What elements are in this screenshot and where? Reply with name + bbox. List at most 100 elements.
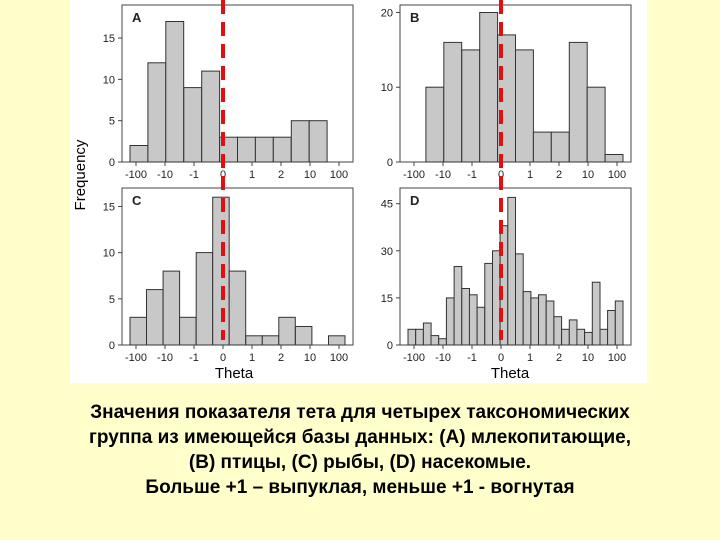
- bar: [584, 331, 593, 346]
- x-tick-label: 0: [220, 352, 226, 364]
- bar: [254, 136, 274, 163]
- bar: [237, 136, 256, 163]
- x-axis-label-left: Theta: [215, 365, 254, 382]
- bar: [245, 335, 263, 346]
- panel-letter: D: [410, 193, 419, 208]
- y-tick-label: 15: [103, 201, 115, 213]
- caption-line-2: группа из имеющейся базы данных: (A) мле…: [88, 427, 631, 448]
- bar: [228, 270, 247, 346]
- bar: [179, 316, 197, 346]
- bar: [586, 86, 606, 163]
- x-tick-label: -1: [189, 352, 199, 364]
- x-tick-label: 1: [527, 169, 533, 181]
- y-tick-label: 0: [109, 340, 115, 352]
- x-tick-label: -10: [157, 169, 173, 181]
- x-tick-label: 0: [498, 169, 504, 181]
- x-tick-label: -1: [467, 352, 477, 364]
- x-tick-label: 100: [330, 352, 348, 364]
- x-tick-label: -1: [189, 169, 199, 181]
- x-tick-label: -100: [125, 169, 147, 181]
- x-axis-label-right: Theta: [491, 365, 530, 382]
- bar: [614, 300, 624, 346]
- y-tick-label: 45: [381, 199, 393, 211]
- bar: [278, 316, 296, 346]
- bar: [468, 294, 478, 346]
- x-tick-label: 1: [527, 352, 533, 364]
- bar: [538, 294, 547, 346]
- bar: [453, 266, 463, 346]
- y-tick-label: 15: [381, 293, 393, 305]
- y-tick-label: 0: [109, 157, 115, 169]
- bar: [294, 326, 313, 346]
- bar: [561, 328, 570, 346]
- x-tick-label: -10: [435, 352, 451, 364]
- x-tick-label: 10: [582, 169, 594, 181]
- y-tick-label: 30: [381, 246, 393, 258]
- x-tick-label: 100: [608, 352, 626, 364]
- bar: [425, 86, 445, 163]
- y-tick-label: 5: [109, 294, 115, 306]
- bar: [430, 335, 440, 346]
- y-tick-label: 0: [387, 340, 393, 352]
- figure-caption: Значения показателя тета для четырех так…: [10, 400, 710, 500]
- bar: [530, 297, 540, 346]
- bar: [604, 154, 624, 163]
- bar: [461, 49, 481, 163]
- x-tick-label: 1: [249, 352, 255, 364]
- x-tick-label: 10: [582, 352, 594, 364]
- bar: [445, 297, 455, 346]
- y-tick-label: 10: [381, 82, 393, 94]
- x-tick-label: 10: [304, 352, 316, 364]
- bar: [183, 87, 203, 163]
- bar: [443, 41, 463, 163]
- bar: [461, 288, 470, 346]
- bar: [568, 319, 578, 346]
- bar: [308, 120, 328, 163]
- caption-line-1: Значения показателя тета для четырех так…: [90, 402, 630, 423]
- x-tick-label: -100: [403, 352, 425, 364]
- bar: [195, 252, 214, 346]
- x-tick-label: -100: [125, 352, 147, 364]
- bar: [532, 131, 552, 163]
- x-tick-label: 100: [608, 169, 626, 181]
- bar: [507, 196, 516, 346]
- x-tick-label: 2: [556, 169, 562, 181]
- bar: [147, 62, 167, 163]
- bar: [607, 310, 616, 346]
- y-tick-label: 15: [103, 33, 115, 45]
- bar: [290, 120, 310, 163]
- panel-letter: C: [132, 193, 142, 208]
- x-tick-label: -10: [435, 169, 451, 181]
- x-tick-label: 100: [330, 169, 348, 181]
- y-tick-label: 10: [103, 74, 115, 86]
- bar: [146, 289, 164, 346]
- bar: [576, 328, 586, 346]
- bar: [165, 21, 185, 163]
- y-tick-label: 0: [387, 157, 393, 169]
- x-tick-label: 10: [304, 169, 316, 181]
- bar: [515, 253, 524, 346]
- bar: [129, 316, 147, 346]
- y-axis-label: Frequency: [72, 139, 89, 210]
- caption-line-4: Больше +1 – выпуклая, меньше +1 - вогнут…: [145, 477, 575, 498]
- panel-letter: A: [132, 10, 142, 25]
- bar: [407, 328, 417, 346]
- bar: [591, 281, 601, 346]
- bar: [415, 328, 424, 346]
- bar: [476, 306, 486, 346]
- y-tick-label: 20: [381, 7, 393, 19]
- x-tick-label: 2: [278, 169, 284, 181]
- bar: [328, 335, 346, 346]
- bar: [201, 70, 221, 163]
- bar: [568, 41, 588, 163]
- caption-line-3: (B) птицы, (C) рыбы, (D) насекомые.: [188, 452, 532, 473]
- y-tick-label: 10: [103, 248, 115, 260]
- bar: [261, 335, 280, 346]
- histogram-figure: Frequency Theta Theta 5 10 15 0 -100 -10 -1 0 1 2…: [70, 0, 647, 383]
- bar: [129, 145, 149, 163]
- bar: [438, 338, 447, 346]
